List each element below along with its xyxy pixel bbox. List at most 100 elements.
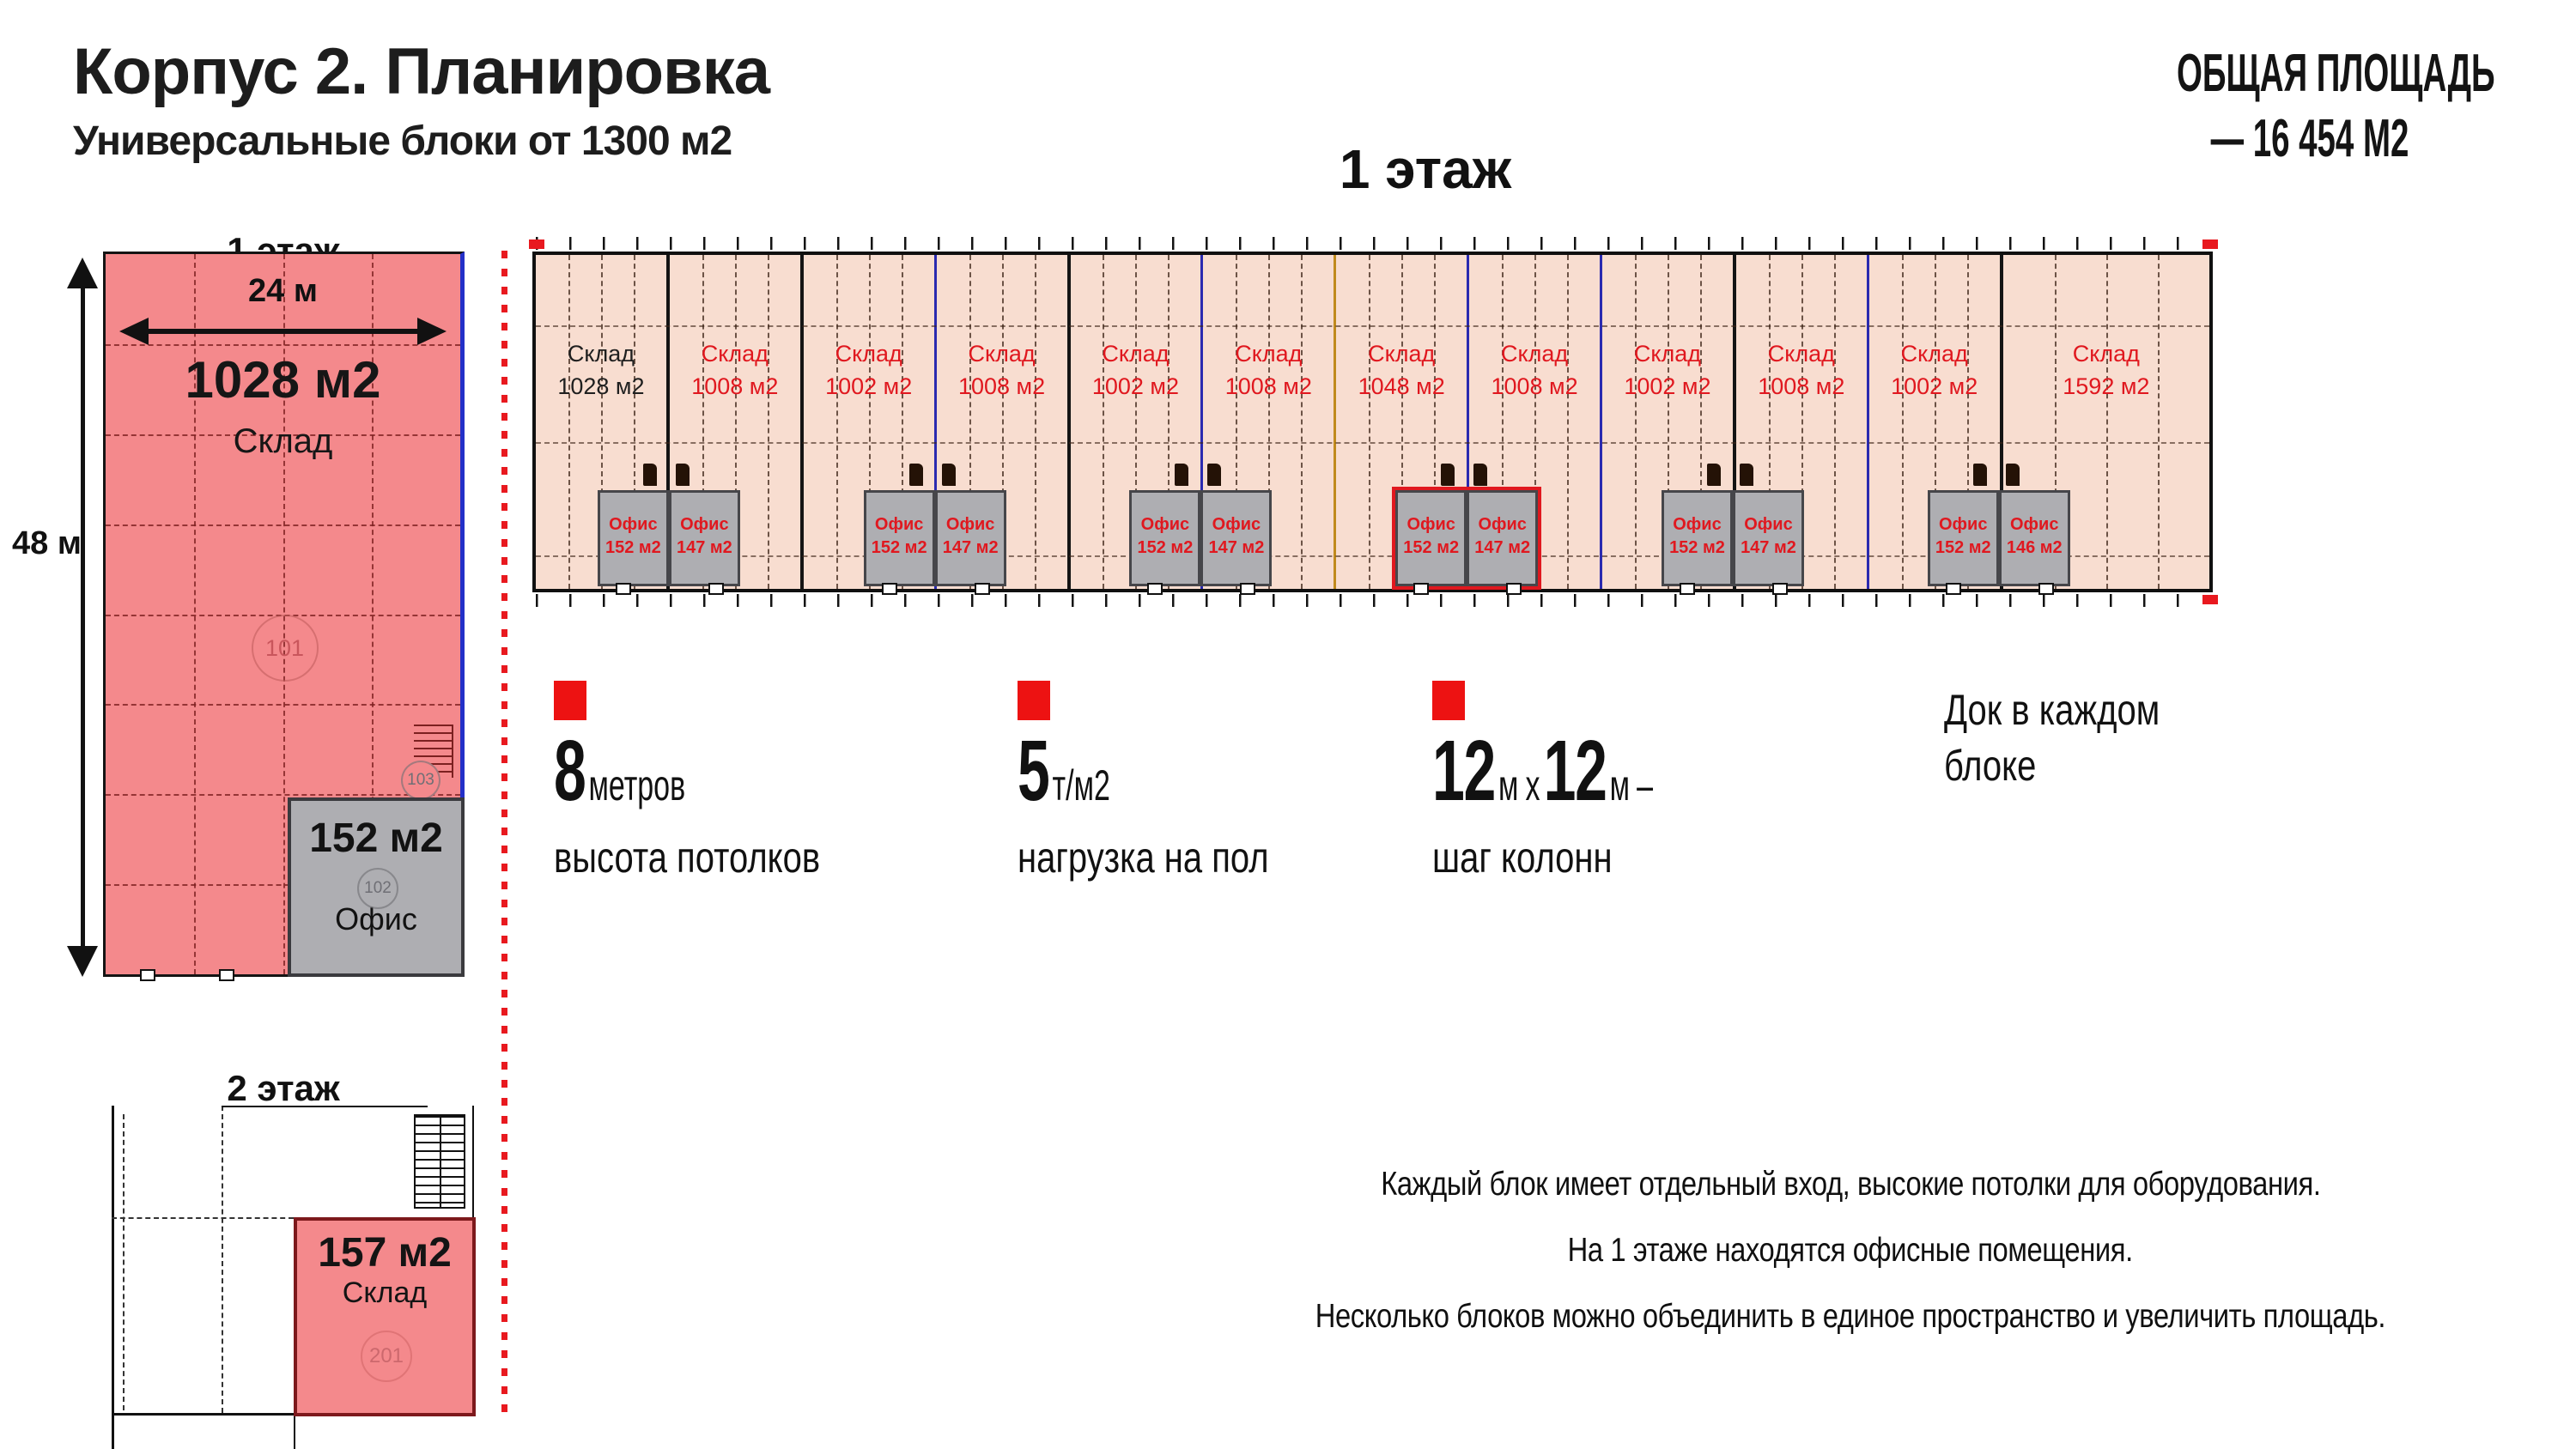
plan-block: Склад 1008 м2 <box>1469 255 1602 589</box>
grid-line <box>2105 255 2108 589</box>
feature-x: х <box>1525 761 1540 809</box>
office-area: 152 м2 <box>871 538 927 557</box>
arrow-right-icon <box>417 318 447 345</box>
warehouse-name: Склад <box>1500 341 1569 367</box>
office-pair: Офис 152 м2 Офис 147 м2 <box>1661 464 1804 595</box>
detail-plan-floor2: 157 м2 Склад 201 <box>112 1106 483 1449</box>
arrow-down-icon <box>67 946 98 977</box>
warehouse-name: Склад <box>1368 341 1436 367</box>
office-box: Офис 147 м2 <box>668 490 740 586</box>
office-area: 152 м2 <box>1403 538 1460 557</box>
door-icon <box>1739 464 1753 486</box>
feature-unit: метров <box>588 761 686 809</box>
plan-block: Склад 1008 м2 <box>670 255 804 589</box>
warehouse-name: Склад <box>1633 341 1701 367</box>
office-area: 152 м2 <box>605 538 661 557</box>
grid-line <box>1034 255 1036 589</box>
grid-line <box>1634 255 1637 589</box>
main-floor-plan: Склад 1028 м2 Склад 1008 м2 Склад 1002 м2 Скла… <box>529 237 2218 607</box>
office-name: Офис <box>945 515 995 534</box>
main-plan-heading: 1 этаж <box>1339 138 1512 200</box>
feature-unit: т/м2 <box>1052 761 1110 809</box>
plan-block: Склад 1002 м2 <box>1869 255 2003 589</box>
dotted-separator <box>501 251 507 1413</box>
office-box: Офис 147 м2 <box>934 490 1006 586</box>
feature-caption: высота потолков <box>554 834 821 882</box>
grid-line <box>1833 255 1836 589</box>
plan-overlays: Офис 152 м2 Офис 147 м2 Офис 152 м2 Офис 147 м2… <box>536 255 2209 595</box>
grid-line <box>2157 255 2160 589</box>
warehouse-area: 1008 м2 <box>1224 373 1312 400</box>
stairs-icon <box>414 1114 465 1209</box>
wall-line <box>112 1106 114 1449</box>
grid-line <box>1268 255 1271 589</box>
note-line: Несколько блоков можно объединить в един… <box>1315 1298 2386 1335</box>
door-notch <box>2038 583 2054 595</box>
feature-caption: шаг колонн <box>1432 834 1613 882</box>
header: Корпус 2. Планировка Универсальные блоки… <box>73 34 770 165</box>
width-dimension-label: 24 м <box>248 273 318 309</box>
grid-line <box>1801 255 1803 589</box>
door-icon <box>1207 464 1222 486</box>
wall-line <box>472 1106 474 1217</box>
warehouse-name: Склад <box>968 341 1036 367</box>
office-box: Офис 152 м2 <box>1129 490 1201 586</box>
feature-value: 8 <box>554 723 586 819</box>
door-notch <box>881 583 897 595</box>
grid-line <box>1401 255 1404 589</box>
grid-line <box>600 255 603 589</box>
wall-dashed-line <box>222 1106 223 1413</box>
door-notch <box>1945 583 1961 595</box>
grid-line <box>371 254 374 974</box>
office-area: 152 м2 <box>1669 538 1725 557</box>
dimension-line <box>149 329 417 334</box>
total-area-label: ОБЩАЯ ПЛОЩАДЬ <box>2177 44 2495 103</box>
plan-block: Склад 1002 м2 <box>1071 255 1204 589</box>
grid-line <box>194 254 197 974</box>
door-notch <box>1413 583 1430 595</box>
total-area-value: — 16 454 М2 <box>2210 108 2409 168</box>
door-notch <box>615 583 631 595</box>
grid-line <box>568 255 570 589</box>
door-icon <box>941 464 956 486</box>
feature-line1: Док в каждом <box>1944 686 2160 734</box>
office-name: Офис <box>1744 515 1793 534</box>
office-box: Офис 147 м2 <box>1467 490 1539 586</box>
warehouse-label: Склад 1008 м2 <box>1203 338 1334 403</box>
grid-line <box>1135 255 1138 589</box>
office-pair: Офис 152 м2 Офис 147 м2 <box>1392 464 1542 595</box>
height-dimension-label: 48 м <box>12 525 82 561</box>
detail-plan-floor1: 24 м 1028 м2 Склад 101 103 152 м2 102 Оф… <box>103 252 465 981</box>
door-icon <box>642 464 657 486</box>
plan-block: Склад 1008 м2 <box>1203 255 1337 589</box>
plan-block: Склад 1048 м2 <box>1336 255 1470 589</box>
wall-line <box>222 1106 428 1107</box>
office-pair: Офис 152 м2 Офис 147 м2 <box>863 464 1006 595</box>
office-box: Офис 147 м2 <box>1732 490 1804 586</box>
grid-line <box>901 255 903 589</box>
door-icon <box>908 464 923 486</box>
grid-line <box>1301 255 1303 589</box>
office-box: Офис 152 м2 <box>597 490 669 586</box>
warehouse-label: Склад 1002 м2 <box>1869 338 2000 403</box>
door-icon <box>1441 464 1455 486</box>
feature-ceiling-height: 8метров высота потолков <box>554 681 887 882</box>
page-title: Корпус 2. Планировка <box>73 35 770 108</box>
plan-block: Склад 1592 м2 <box>2003 255 2209 589</box>
door-notch <box>140 969 155 981</box>
warehouse-name: Склад <box>2072 341 2140 367</box>
notes: Каждый блок имеет отдельный вход, высоки… <box>1125 1166 2576 1364</box>
door-notch <box>974 583 990 595</box>
warehouse-area: 1008 м2 <box>1491 373 1578 400</box>
warehouse-label: Склад 1002 м2 <box>1071 338 1201 403</box>
grid-line <box>1966 255 1969 589</box>
warehouse-label: Склад 1008 м2 <box>937 338 1067 403</box>
plan-block: Склад 1008 м2 <box>1736 255 1869 589</box>
room-number-102: 102 <box>357 868 398 909</box>
grid-line <box>1567 255 1570 589</box>
warehouse-name: Склад <box>567 341 635 367</box>
office-name: Офис <box>874 515 924 534</box>
warehouse-label: Склад 1008 м2 <box>670 338 800 403</box>
office-box: Офис 146 м2 <box>1998 490 2070 586</box>
warehouse-name: Склад <box>1235 341 1303 367</box>
